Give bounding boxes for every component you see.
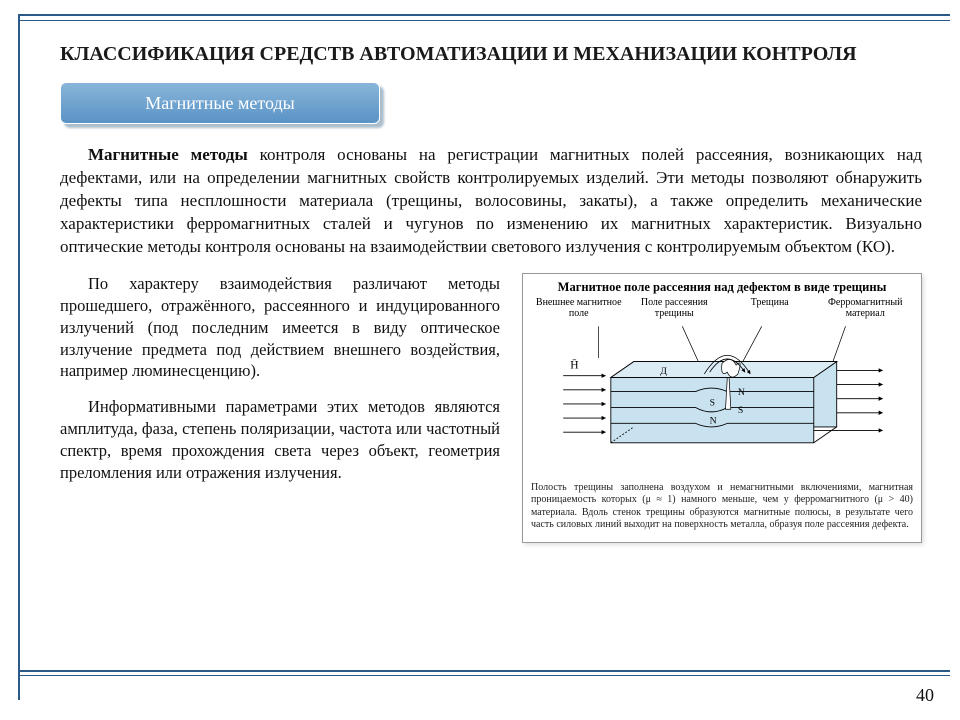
svg-text:S: S [710,397,715,408]
two-column-area: По характеру взаимодействия различают ме… [60,273,922,543]
figure-top-labels: Внешнее магнитное поле Поле рассеяния тр… [531,297,913,319]
slide-frame: КЛАССИФИКАЦИЯ СРЕДСТВ АВТОМАТИЗАЦИИ И МЕ… [18,14,950,700]
figure-label-4: Ферромагнитный материал [818,297,914,319]
topic-tag: Магнитные методы [60,82,380,124]
tag-face: Магнитные методы [60,82,380,124]
para1-strong: Магнитные методы [88,145,248,164]
h-symbol: H̄ [570,358,578,371]
figure-diagram: H̄ [531,321,913,476]
slide-content: КЛАССИФИКАЦИЯ СРЕДСТВ АВТОМАТИЗАЦИИ И МЕ… [20,21,950,543]
page-title: КЛАССИФИКАЦИЯ СРЕДСТВ АВТОМАТИЗАЦИИ И МЕ… [60,41,922,68]
bottom-rule [18,670,950,676]
paragraph-3: Информативными параметрами этих методов … [60,396,500,484]
figure-label-2: Поле рассеяния трещины [627,297,723,319]
svg-text:N: N [738,387,745,398]
figure-label-1: Внешнее магнитное поле [531,297,627,319]
svg-text:S: S [738,404,743,415]
paragraph-2: По характеру взаимодействия различают ме… [60,273,500,383]
figure-title: Магнитное поле рассеяния над дефектом в … [531,280,913,295]
figure-label-3: Трещина [722,297,818,319]
left-column: По характеру взаимодействия различают ме… [60,273,500,498]
paragraph-1: Магнитные методы контроля основаны на ре… [60,144,922,259]
svg-text:N: N [710,415,717,426]
figure-box: Магнитное поле рассеяния над дефектом в … [522,273,922,543]
page-number: 40 [916,685,934,706]
figure-caption: Полость трещины заполнена воздухом и нем… [531,482,913,532]
svg-text:Д: Д [660,366,667,377]
tag-label: Магнитные методы [145,93,294,114]
